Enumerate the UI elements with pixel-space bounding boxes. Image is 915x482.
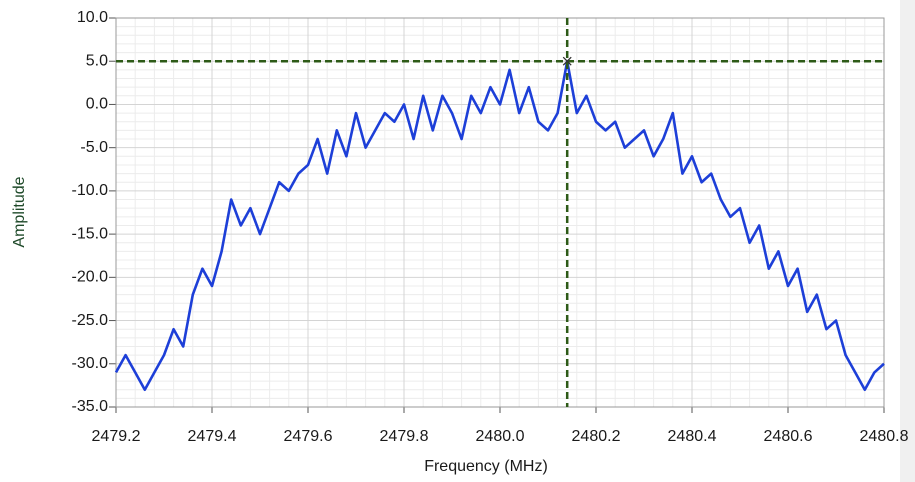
- y-tick-label: -20.0: [72, 269, 109, 286]
- y-tick-label: -30.0: [72, 355, 109, 372]
- plot-border: [115, 17, 885, 408]
- y-axis-label: Amplitude: [11, 176, 28, 247]
- y-tick-label: 10.0: [77, 9, 108, 26]
- x-axis-label: Frequency (MHz): [424, 458, 548, 475]
- x-tick-label: 2480.6: [764, 428, 813, 445]
- x-tick-label: 2480.8: [860, 428, 909, 445]
- cursor-marker: [562, 56, 572, 66]
- x-tick-label: 2480.4: [668, 428, 717, 445]
- y-tick-label: -10.0: [72, 182, 109, 199]
- y-tick-label: -5.0: [80, 139, 108, 156]
- y-tick-label: 0.0: [86, 96, 108, 113]
- x-tick-label: 2479.6: [284, 428, 333, 445]
- side-panel: [900, 0, 915, 482]
- x-tick-label: 2479.4: [188, 428, 237, 445]
- y-tick-label: -15.0: [72, 225, 109, 242]
- y-tick-label: -25.0: [72, 312, 109, 329]
- data-line: [114, 59, 885, 392]
- y-tick-label: 5.0: [86, 52, 108, 69]
- y-tick-label: -35.0: [72, 398, 109, 415]
- x-tick-label: 2479.2: [92, 428, 141, 445]
- x-tick-label: 2479.8: [380, 428, 429, 445]
- x-tick-label: 2480.0: [476, 428, 525, 445]
- x-tick-label: 2480.2: [572, 428, 621, 445]
